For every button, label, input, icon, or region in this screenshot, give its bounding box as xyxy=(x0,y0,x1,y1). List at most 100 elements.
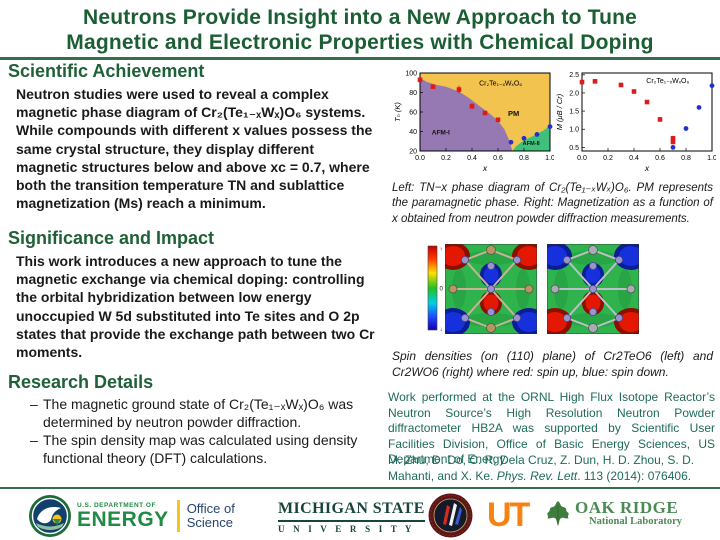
colorbar-tick-down: ↓ xyxy=(440,327,443,333)
x-tick-label: 0.2 xyxy=(441,155,451,162)
chart-annotation: Cr₂Te₁₋ₓWₓO₆ xyxy=(479,81,522,88)
achievement-body: Neutron studies were used to reveal a co… xyxy=(16,86,373,212)
y-tick-label: 2.5 xyxy=(569,72,579,79)
data-point xyxy=(618,82,624,88)
science-line: Science xyxy=(186,515,233,530)
cr-atom xyxy=(487,261,496,270)
data-point xyxy=(547,124,553,130)
citation-journal: Phys. Rev. Lett xyxy=(496,468,578,483)
section-significance-impact: Significance and Impact This work introd… xyxy=(8,228,376,361)
data-point xyxy=(430,84,436,89)
plot-background xyxy=(582,73,712,151)
data-point xyxy=(417,77,423,83)
msu-wordmark-line2: U N I V E R S I T Y xyxy=(278,524,415,534)
region-label: PM xyxy=(508,109,519,118)
ornl-line2: National Laboratory xyxy=(589,516,683,527)
doe-logo: U.S. DEPARTMENT OF ENERGY Office of Scie… xyxy=(28,494,235,538)
cr-atom xyxy=(562,255,571,264)
region-afm-ii xyxy=(512,125,550,151)
data-point xyxy=(521,135,527,141)
doe-wordmark: U.S. DEPARTMENT OF ENERGY xyxy=(77,502,169,530)
section-research-details: Research Details The magnetic ground sta… xyxy=(8,372,376,468)
cr-atom xyxy=(589,285,598,294)
atom xyxy=(486,323,496,333)
title-divider xyxy=(0,57,720,60)
y-tick-label: 40 xyxy=(409,129,417,136)
colorbar-tick-zero: 0 xyxy=(440,287,444,293)
spin-density-panel-cr2wo6 xyxy=(547,244,639,334)
region-label: AFM-I xyxy=(432,129,450,136)
y-tick-label: 20 xyxy=(409,148,417,155)
magnetization-chart: 0.0 0.2 0.4 0.6 0.8 1.0 0.5 1.0 1.5 2.0 2.5 x M (μB … xyxy=(555,72,716,173)
y-tick-label: 60 xyxy=(409,109,417,116)
spin-density-figure: ↑ 0 ↓ xyxy=(427,244,639,334)
msu-wordmark-line1: MICHIGAN STATE xyxy=(278,500,425,522)
significance-heading: Significance and Impact xyxy=(8,228,215,248)
chart-annotation: Cr₂Te₁₋ₓWₓO₆ xyxy=(646,78,689,85)
data-point xyxy=(469,103,475,109)
cr-atom xyxy=(562,314,571,323)
data-point xyxy=(696,105,702,110)
cr-atom xyxy=(615,314,624,323)
series-square xyxy=(579,79,676,145)
research-bullet: The magnetic ground state of Cr₂(Te₁₋ₓWₓ… xyxy=(30,396,376,432)
research-bullet-list: The magnetic ground state of Cr₂(Te₁₋ₓWₓ… xyxy=(30,396,376,468)
atom xyxy=(486,245,496,255)
x-tick-label: 0.6 xyxy=(655,155,665,162)
ornl-wordmark: OAK RIDGE National Laboratory xyxy=(575,499,682,528)
cr-atom xyxy=(513,255,522,264)
atom xyxy=(588,245,598,255)
atom xyxy=(448,284,458,294)
data-point xyxy=(508,139,514,145)
x-tick-label: 0.2 xyxy=(603,155,613,162)
x-tick-label: 0.4 xyxy=(629,155,639,162)
ornl-line1: OAK RIDGE xyxy=(575,498,679,517)
data-point xyxy=(456,87,462,92)
data-point xyxy=(670,136,676,141)
y-tick-label: 1.5 xyxy=(569,108,579,115)
section-scientific-achievement: Scientific Achievement Neutron studies w… xyxy=(8,61,376,212)
x-tick-label: 0.0 xyxy=(415,155,425,162)
y-axis-label: M (μB / Cr) xyxy=(555,93,564,130)
x-tick-label: 0.6 xyxy=(493,155,503,162)
cr-atom xyxy=(487,285,496,294)
x-tick-label: 0.0 xyxy=(577,155,587,162)
region-label: AFM-II xyxy=(523,141,541,147)
region-afm-i xyxy=(420,77,513,151)
x-tick-label: 0.4 xyxy=(467,155,477,162)
phase-diagram-chart: 0.0 0.2 0.4 0.6 0.8 1.0 20 40 60 80 100 x Tₙ (K) AFM-… xyxy=(393,70,554,173)
y-tick-label: 2.0 xyxy=(569,90,579,97)
data-point xyxy=(495,117,501,123)
doe-seal-icon xyxy=(29,495,71,537)
data-point xyxy=(657,117,663,122)
cr-atom xyxy=(615,255,624,264)
data-point xyxy=(670,144,676,150)
citation-authors: M. Zhu, D. Do, C. R. Dela Cruz, Z. Dun, … xyxy=(388,453,695,483)
nhmfl-seal-logo xyxy=(428,493,473,538)
ornl-logo: OAK RIDGE National Laboratory xyxy=(544,499,682,529)
doe-dept-text: U.S. DEPARTMENT OF xyxy=(77,502,156,509)
figure-row-top: 0.0 0.2 0.4 0.6 0.8 1.0 20 40 60 80 100 x Tₙ (K) AFM-… xyxy=(392,66,716,174)
spin-density-panel-cr2teo6 xyxy=(445,244,537,334)
data-point xyxy=(683,126,689,131)
research-heading: Research Details xyxy=(8,372,154,392)
atom xyxy=(626,284,636,294)
data-point xyxy=(534,132,540,137)
x-tick-label: 1.0 xyxy=(545,155,554,162)
data-point xyxy=(644,99,650,105)
data-point xyxy=(670,139,676,145)
y-tick-label: 0.5 xyxy=(569,145,579,152)
x-axis-label: x xyxy=(482,163,488,173)
citation: M. Zhu, D. Do, C. R. Dela Cruz, Z. Dun, … xyxy=(388,453,715,484)
atom xyxy=(524,284,534,294)
series-circle xyxy=(508,124,553,145)
footer-divider xyxy=(0,487,720,489)
colorbar-tick-up: ↑ xyxy=(440,247,443,253)
ut-logo: UT xyxy=(487,496,530,534)
cr-atom xyxy=(589,308,598,317)
x-tick-label: 1.0 xyxy=(707,155,716,162)
doe-divider xyxy=(176,500,180,532)
x-tick-label: 0.8 xyxy=(519,155,529,162)
x-axis-label: x xyxy=(644,163,650,173)
